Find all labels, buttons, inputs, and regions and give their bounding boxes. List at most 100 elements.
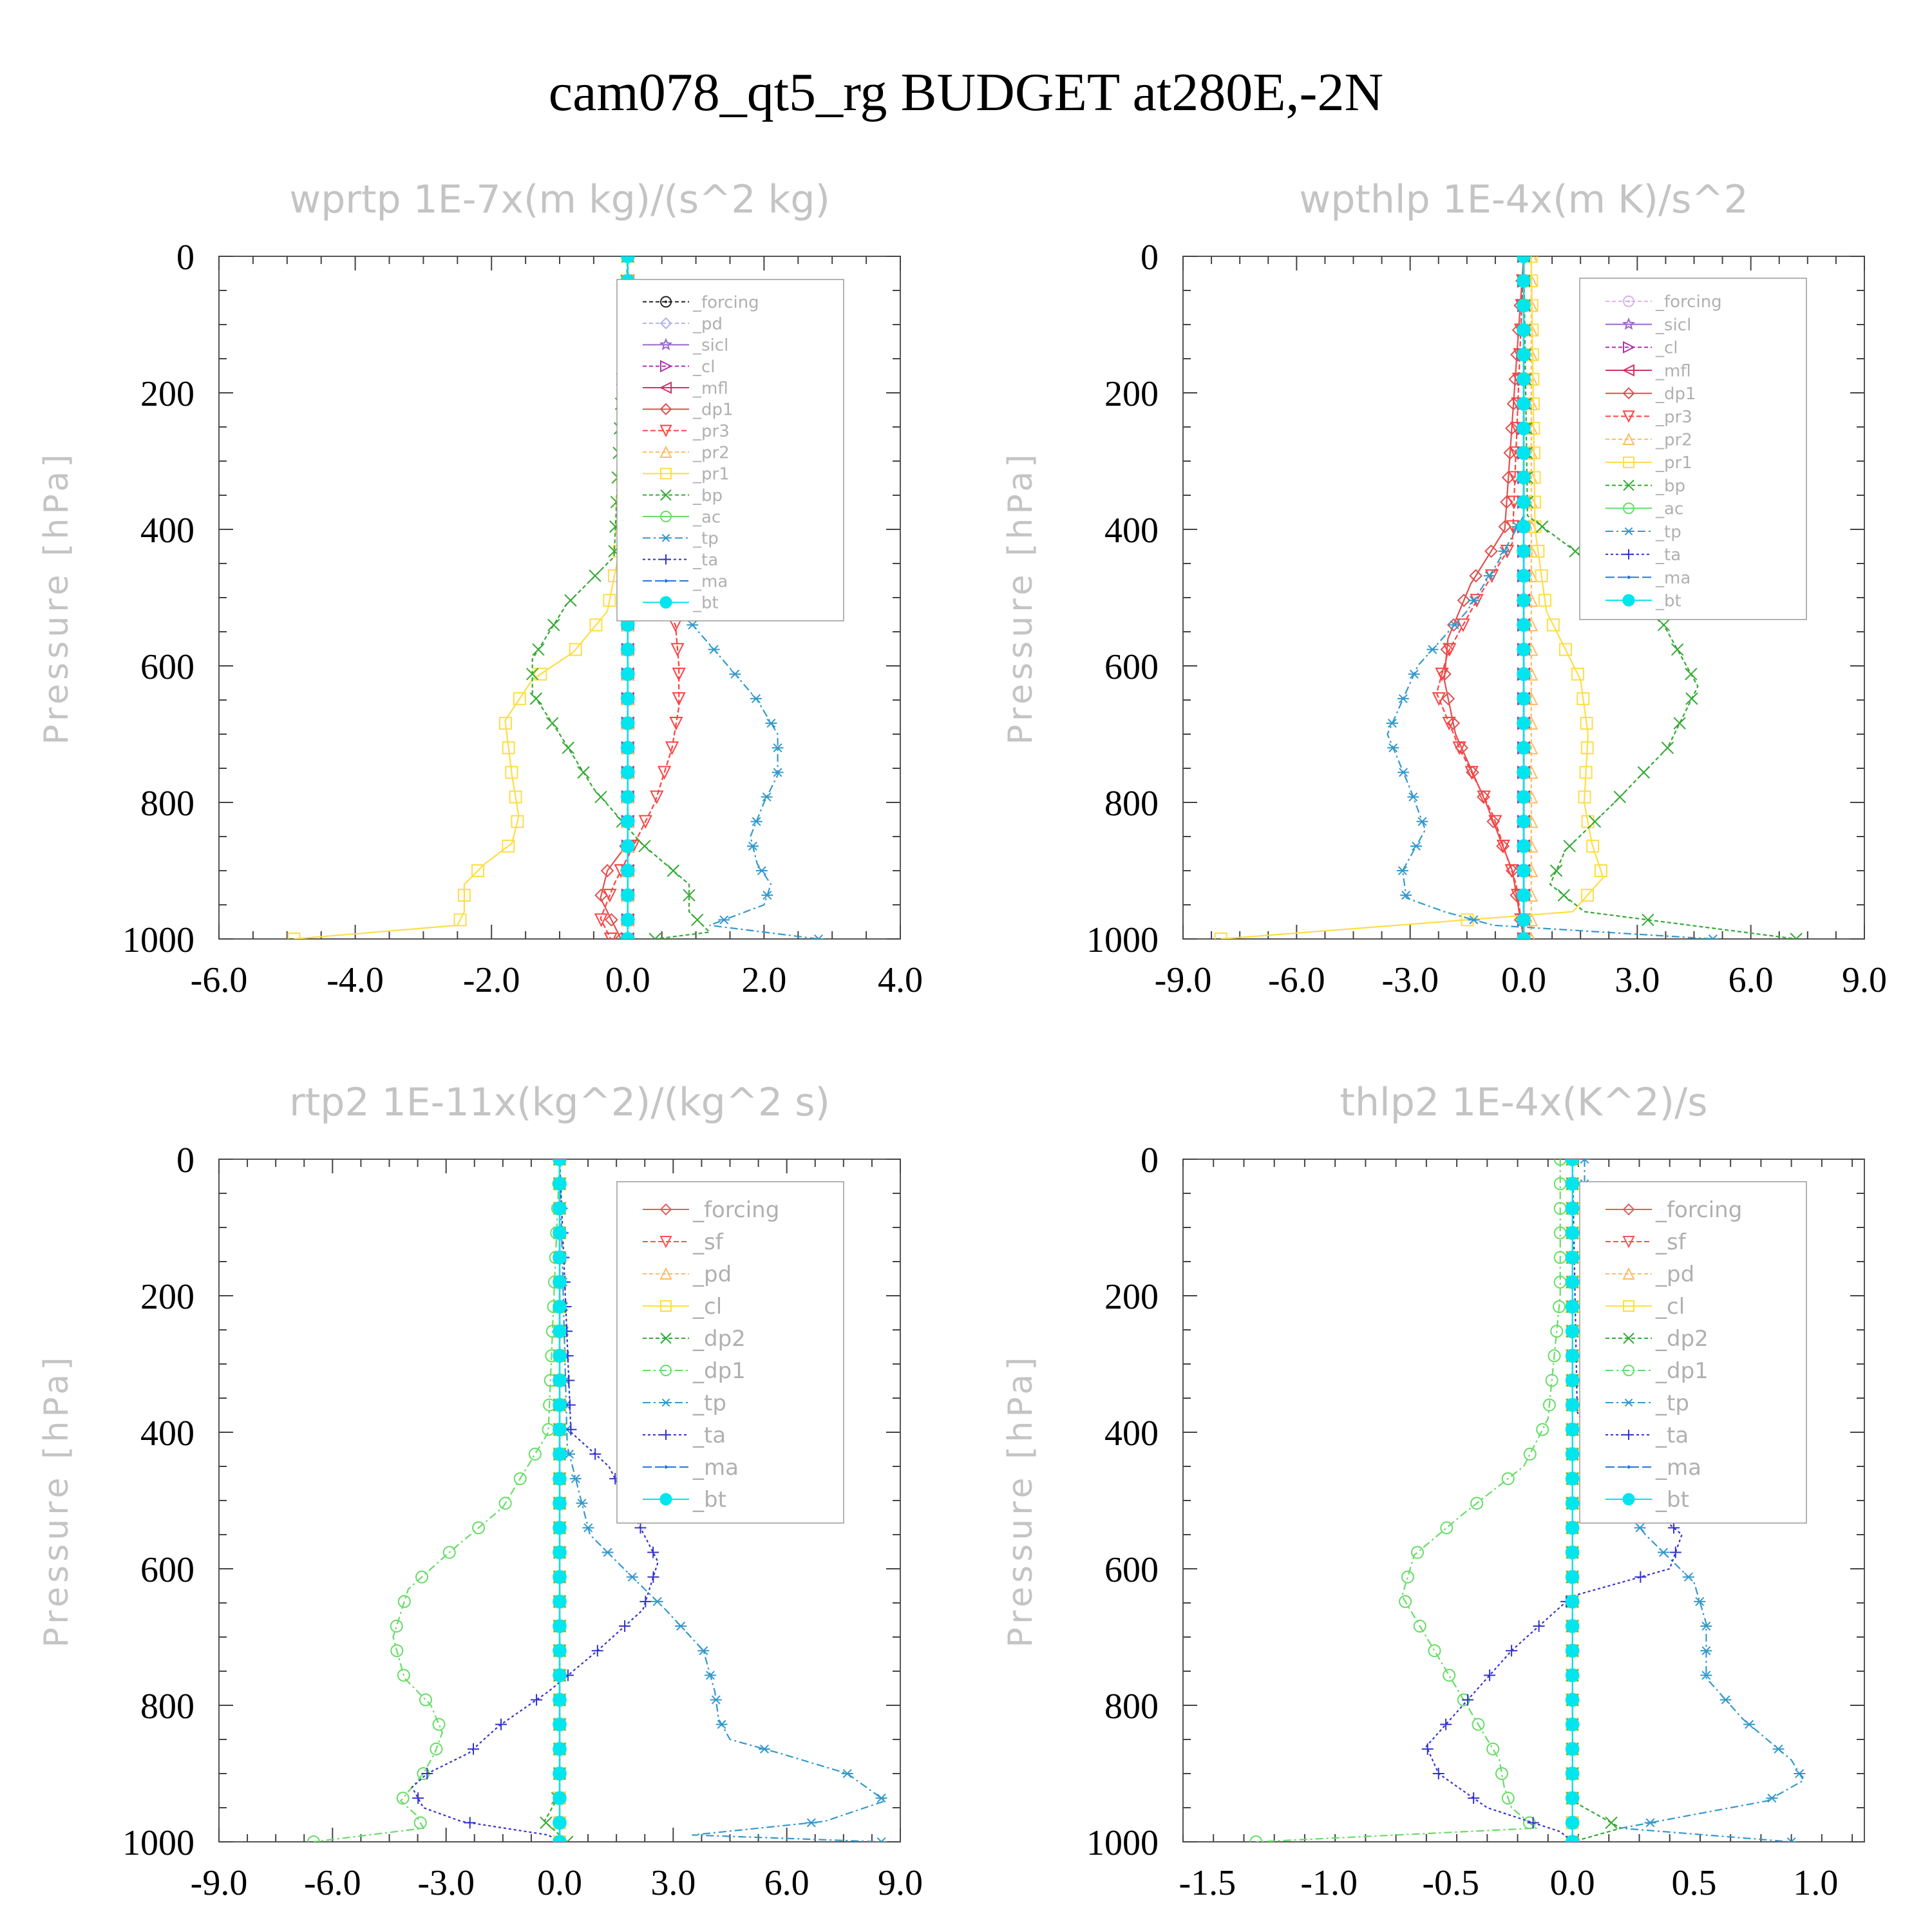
legend-item: _dp2 — [643, 1326, 746, 1352]
legend-marker — [1623, 341, 1636, 354]
legend-item: _ma — [643, 572, 728, 591]
series-bt — [1565, 1159, 1580, 1842]
x-tick-label: -6.0 — [1268, 960, 1325, 1000]
data-point — [621, 913, 635, 927]
data-point — [594, 790, 607, 804]
data-point — [413, 1816, 427, 1830]
data-point — [1536, 520, 1549, 533]
series-pr1 — [1214, 256, 1607, 939]
series-line — [313, 1159, 561, 1842]
data-point — [1517, 913, 1531, 927]
data-point — [621, 692, 635, 706]
data-point — [1565, 1177, 1580, 1191]
data-point — [1558, 643, 1572, 656]
legend-item: _bt — [1605, 1487, 1689, 1513]
legend-marker — [660, 296, 672, 308]
x-tick-label: 3.0 — [650, 1863, 696, 1903]
data-point — [307, 1835, 320, 1842]
data-point — [1517, 814, 1531, 829]
x-tick-label: -1.5 — [1179, 1863, 1236, 1903]
data-point — [1517, 741, 1531, 755]
legend: _forcing _pd _sicl _cl _mfl _dp1 _pr3 _pr2 _pr1 _… — [616, 279, 844, 621]
data-point — [397, 1669, 410, 1682]
x-tick-label: -6.0 — [191, 960, 248, 1000]
legend-label: _sf — [692, 1229, 724, 1255]
legend-item: _ta — [643, 1423, 726, 1448]
data-point — [746, 841, 759, 851]
y-tick-label: 1000 — [122, 920, 194, 960]
x-tick-label: 0.5 — [1672, 1863, 1717, 1903]
data-point — [710, 1695, 722, 1705]
data-point — [600, 864, 614, 878]
legend-item: _tp — [643, 529, 719, 549]
data-point — [1426, 645, 1439, 654]
series-dp1 — [1437, 256, 1531, 939]
data-point — [457, 889, 471, 902]
legend-marker — [660, 1332, 672, 1344]
data-point — [621, 642, 635, 657]
legend-item: _sicl — [643, 336, 728, 355]
legend-marker — [659, 402, 672, 415]
data-point — [669, 717, 683, 731]
data-point — [1517, 298, 1531, 313]
data-point — [750, 694, 762, 703]
data-point — [1486, 815, 1501, 829]
data-point — [553, 1324, 567, 1338]
data-point — [626, 1572, 638, 1582]
legend-item: _pd — [1605, 1262, 1694, 1287]
y-tick-label: 200 — [1104, 374, 1159, 414]
data-point — [772, 768, 784, 777]
data-point — [1517, 347, 1531, 362]
data-point — [621, 765, 635, 780]
data-point — [1565, 1569, 1580, 1584]
data-point — [1483, 571, 1495, 581]
data-point — [1669, 1546, 1681, 1558]
legend-marker — [659, 337, 673, 350]
legend-marker — [1627, 1465, 1631, 1469]
data-point — [1437, 667, 1452, 681]
data-point — [430, 1742, 443, 1756]
data-point — [1588, 815, 1602, 828]
legend-label: _bp — [692, 486, 723, 506]
data-point — [1397, 768, 1410, 777]
data-point — [715, 1719, 728, 1729]
legend-item: _dp2 — [1605, 1326, 1709, 1352]
data-point — [569, 1474, 582, 1484]
data-point — [532, 643, 545, 656]
legend-item: _pr2 — [1605, 431, 1692, 450]
data-point — [765, 719, 777, 728]
data-point — [755, 866, 768, 876]
y-tick-label: 800 — [140, 1687, 194, 1727]
legend-marker — [661, 1398, 671, 1407]
legend-label: _bt — [692, 594, 719, 613]
data-point — [1580, 741, 1594, 755]
legend-label: _ma — [692, 1455, 739, 1481]
data-point — [529, 692, 543, 705]
y-axis-label: Pressure [hPa] — [37, 1354, 76, 1648]
legend-marker — [1622, 317, 1636, 330]
data-point — [553, 1643, 567, 1658]
y-tick-label: 1000 — [122, 1823, 194, 1863]
data-point — [1452, 741, 1466, 755]
data-point — [569, 643, 582, 656]
data-point — [453, 913, 467, 927]
data-point — [647, 1571, 659, 1583]
data-point — [432, 1718, 446, 1731]
data-point — [708, 645, 720, 654]
legend-label: _pr1 — [692, 465, 730, 484]
data-point — [577, 766, 590, 779]
x-tick-label: 6.0 — [764, 1863, 810, 1903]
data-point — [464, 1817, 476, 1829]
data-point — [1719, 1695, 1732, 1705]
legend-label: _ac — [692, 507, 721, 527]
data-point — [1565, 1791, 1580, 1805]
data-point — [704, 1671, 716, 1680]
data-point — [553, 1373, 567, 1388]
data-point — [1790, 933, 1803, 939]
legend-label: _dp2 — [692, 1326, 746, 1352]
data-point — [534, 667, 547, 681]
data-point — [601, 1548, 614, 1557]
legend-marker — [1623, 1332, 1634, 1344]
data-point — [1401, 1570, 1414, 1584]
data-point — [1386, 719, 1398, 728]
